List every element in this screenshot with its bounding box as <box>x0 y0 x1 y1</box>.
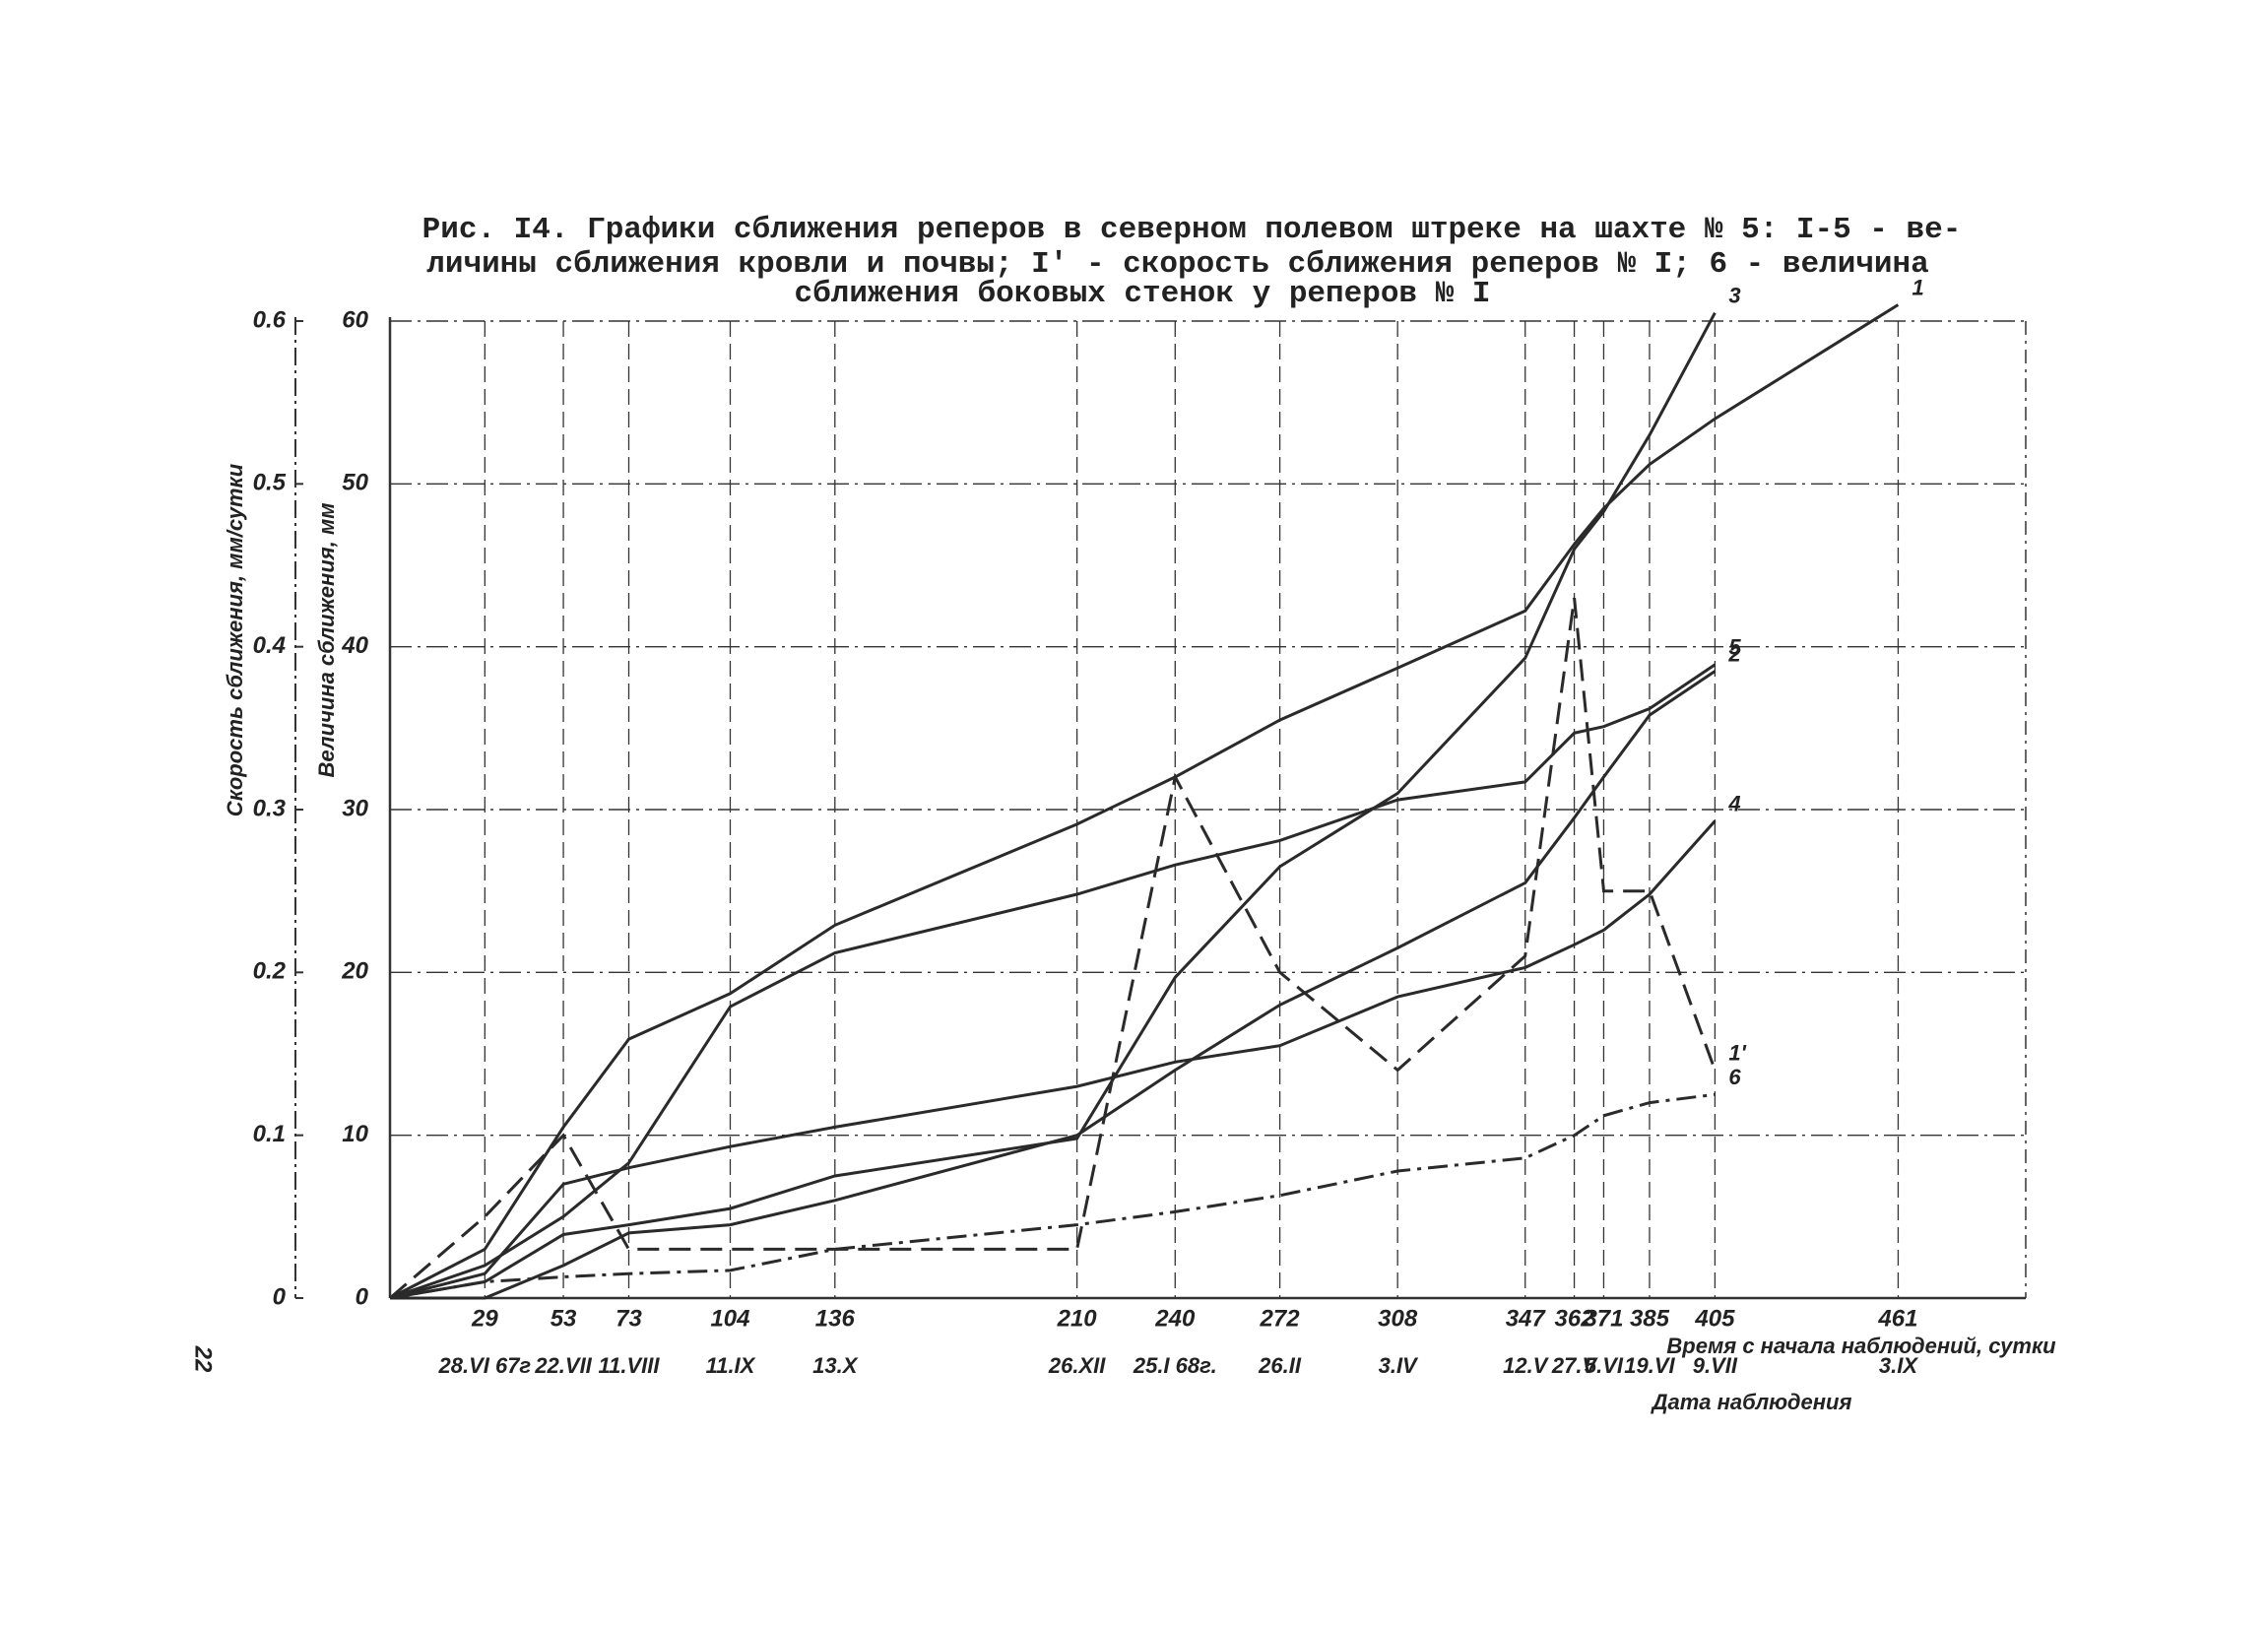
y-tick-label: 60 <box>342 306 368 333</box>
series-line <box>389 1092 1716 1300</box>
y-tick-label: 0 <box>356 1283 369 1310</box>
x-tick-label: 136 <box>815 1305 856 1332</box>
x-tick-label: 210 <box>1057 1305 1098 1332</box>
x-tick-label: 371 <box>1584 1305 1623 1332</box>
series-label: 1' <box>1728 1040 1746 1065</box>
x-date-label: 11.IX <box>706 1353 756 1378</box>
y2-tick-label: 0.5 <box>253 470 287 496</box>
x-date-label: 26.II <box>1258 1353 1302 1378</box>
x-tick-label: 347 <box>1506 1305 1547 1332</box>
y-tick-label: 10 <box>342 1121 368 1147</box>
x-date-label: 3.IV <box>1379 1353 1419 1378</box>
x-date-label: 13.X <box>812 1353 859 1378</box>
y-tick-label: 30 <box>342 795 368 821</box>
series-label: 1 <box>1912 275 1923 299</box>
x-date-label: 27.V <box>1551 1353 1599 1378</box>
series-line <box>389 663 1717 1300</box>
y2-tick-label: 0.3 <box>253 795 287 821</box>
series-line <box>389 303 1900 1300</box>
series-line <box>389 311 1717 1300</box>
y2-tick-label: 0.6 <box>253 306 287 333</box>
series-label: 6 <box>1728 1065 1741 1089</box>
x-date-label: 9.VII <box>1693 1353 1738 1378</box>
x-tick-label: 272 <box>1260 1305 1301 1332</box>
x-date-label: 3.IX <box>1879 1353 1918 1378</box>
y-tick-label: 20 <box>341 958 368 985</box>
y-tick-label: 40 <box>341 632 368 659</box>
x-date-label: 26.XII <box>1048 1353 1106 1378</box>
x-tick-label: 308 <box>1378 1305 1418 1332</box>
x-tick-label: 104 <box>710 1305 749 1332</box>
x-tick-label: 405 <box>1694 1305 1735 1332</box>
x-tick-label: 362 <box>1555 1305 1595 1332</box>
x-date-label: 12.V <box>1503 1353 1550 1378</box>
series-label: 4 <box>1727 791 1740 815</box>
x-axis-title: Время с начала наблюдений, сутки <box>1666 1334 2056 1358</box>
title-line: сближения боковых стенок у реперов № I <box>795 277 1491 311</box>
x-tick-label: 73 <box>616 1305 642 1332</box>
x-date-label: 25.I 68г. <box>1133 1353 1217 1378</box>
x-axis-title-dates: Дата наблюдения <box>1651 1390 1852 1414</box>
x-date-label: 11.VIII <box>599 1353 661 1378</box>
title-line: личины сближения кровли и почвы; I' - ск… <box>426 247 1928 282</box>
x-tick-label: 53 <box>551 1305 577 1332</box>
x-tick-label: 29 <box>471 1305 498 1332</box>
x-date-label: 19.VI <box>1624 1353 1675 1378</box>
x-tick-label: 461 <box>1877 1305 1917 1332</box>
page-number: 22 <box>190 1345 217 1373</box>
title-line: Рис. I4. Графики сближения реперов в сев… <box>422 213 1962 247</box>
series-label: 2 <box>1727 641 1741 666</box>
x-date-label: 22.VII <box>534 1353 592 1378</box>
y2-tick-label: 0.4 <box>253 632 286 659</box>
series-label: 5 <box>1728 635 1741 660</box>
y-tick-label: 50 <box>342 470 368 496</box>
y2-tick-label: 0 <box>273 1283 287 1310</box>
x-tick-label: 385 <box>1630 1305 1670 1332</box>
y2-axis-title: Скорость сближения, мм/сутки <box>223 463 247 816</box>
y-axis-title: Величина сближения, мм <box>314 503 339 778</box>
y2-tick-label: 0.1 <box>253 1121 286 1147</box>
x-date-label: 5.VI <box>1585 1353 1624 1378</box>
x-date-label: 28.VI 67г <box>437 1353 531 1378</box>
x-tick-label: 240 <box>1154 1305 1196 1332</box>
series-label: 3 <box>1728 284 1740 308</box>
y2-tick-label: 0.2 <box>253 958 287 985</box>
series-line <box>389 597 1717 1300</box>
series-line <box>389 819 1717 1300</box>
